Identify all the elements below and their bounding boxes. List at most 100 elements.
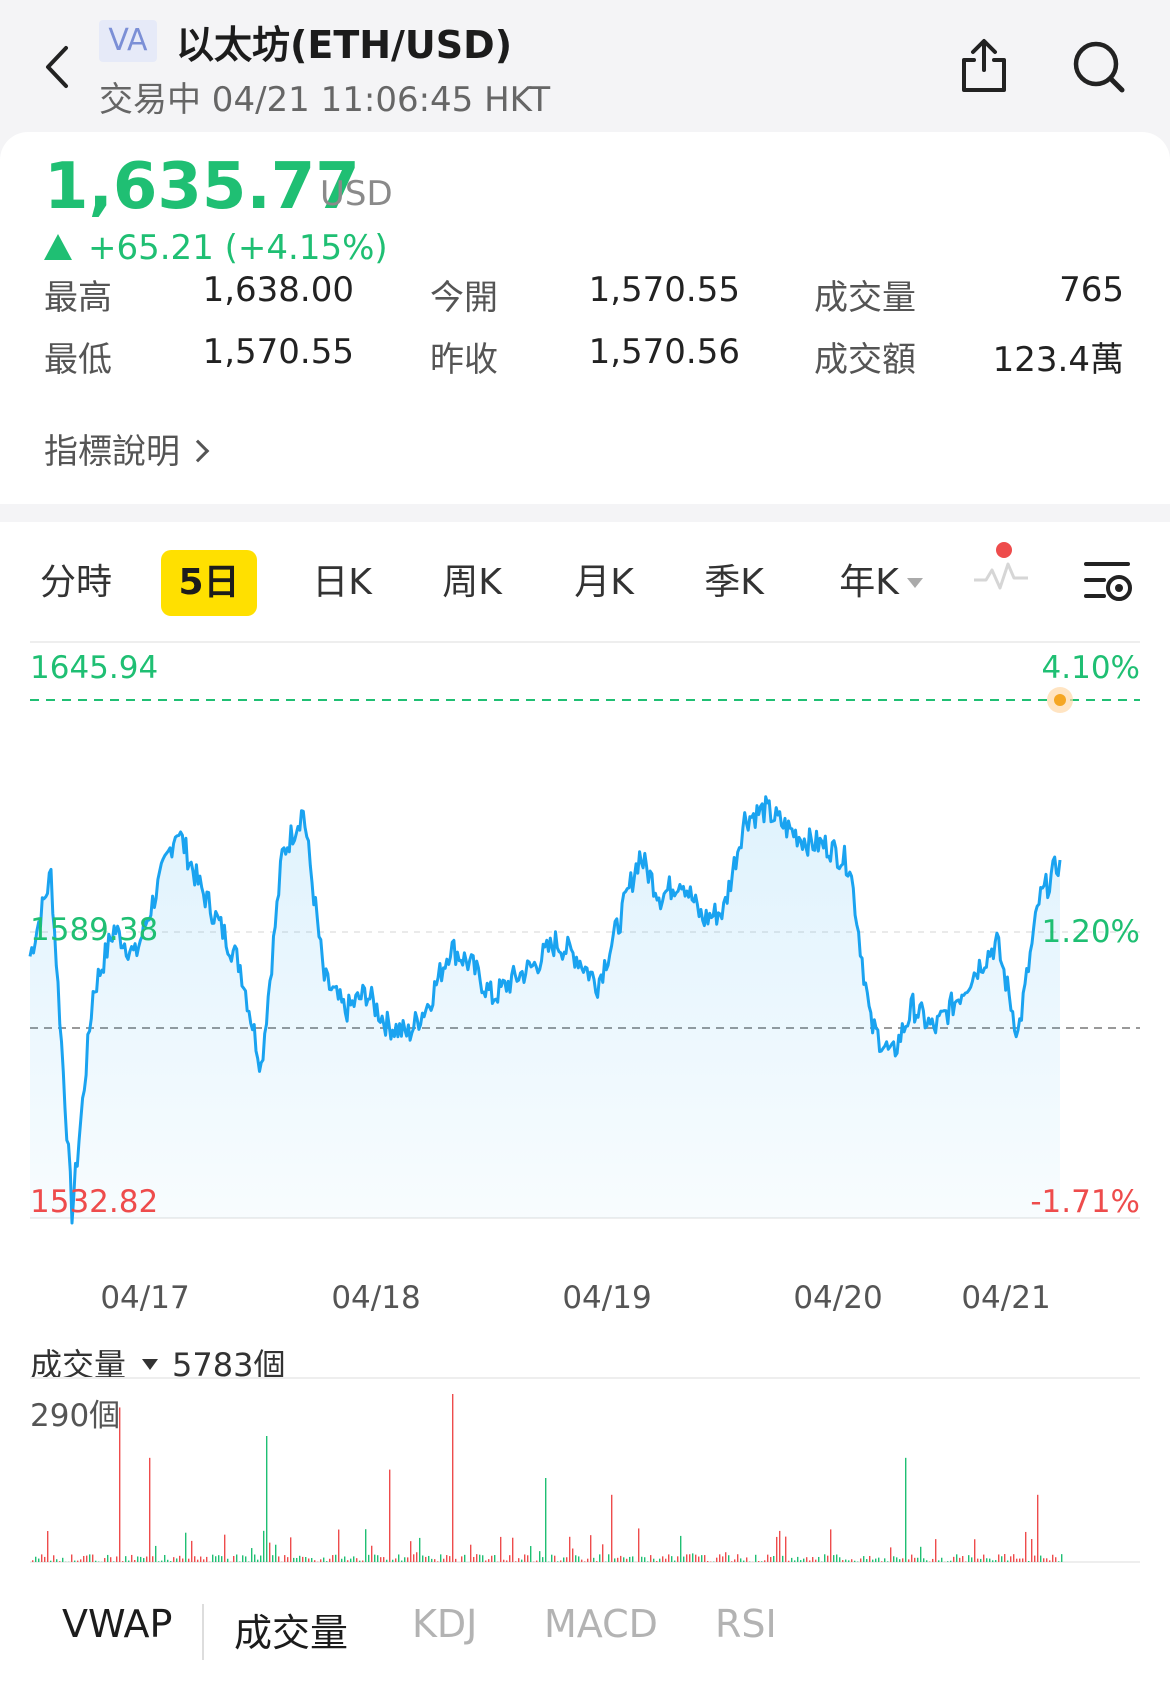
volume-bar [542, 1557, 544, 1562]
volume-bar [308, 1558, 310, 1562]
volume-bar [104, 1558, 106, 1562]
volume-bar [878, 1557, 880, 1562]
volume-bar [110, 1557, 112, 1562]
volume-bar [113, 1561, 115, 1562]
back-button[interactable] [40, 42, 80, 92]
volume-bar [677, 1556, 679, 1562]
volume-bar [539, 1551, 541, 1562]
volume-bar [581, 1559, 583, 1562]
volume-bar [833, 1555, 835, 1562]
volume-bar [809, 1560, 811, 1562]
volume-bar [551, 1554, 553, 1562]
stat-high-value: 1,638.00 [202, 270, 354, 310]
volume-bar [524, 1554, 526, 1562]
volume-bar [725, 1552, 727, 1562]
volume-bar [569, 1536, 571, 1562]
volume-bar [1037, 1494, 1039, 1562]
volume-bar [746, 1557, 748, 1562]
volume-bar [503, 1559, 505, 1562]
indicator-explanation-link[interactable]: 指標說明 [44, 424, 210, 473]
tab-weekly-k[interactable]: 周K [442, 562, 502, 603]
volume-bar [872, 1559, 874, 1562]
volume-bar [989, 1558, 991, 1562]
volume-bar [707, 1561, 709, 1562]
volume-bar [545, 1478, 547, 1562]
volume-bar [935, 1539, 937, 1562]
volume-bar [362, 1560, 364, 1562]
volume-bar [695, 1554, 697, 1562]
volume-bar [1049, 1560, 1051, 1562]
stat-low-label: 最低 [44, 340, 112, 380]
tab-macd[interactable]: MACD [544, 1602, 658, 1646]
volume-bar [983, 1554, 985, 1562]
pulse-icon [974, 542, 1028, 590]
volume-bar [854, 1560, 856, 1562]
asset-badge: VA [99, 20, 157, 62]
volume-bar [665, 1558, 667, 1562]
volume-bar [869, 1555, 871, 1562]
volume-bar [476, 1554, 478, 1562]
tab-quarterly-k[interactable]: 季K [704, 562, 764, 603]
tab-daily-k[interactable]: 日K [312, 562, 372, 603]
volume-bar [560, 1560, 562, 1562]
volume-bar [845, 1559, 847, 1562]
volume-bar [461, 1556, 463, 1562]
volume-bar [563, 1557, 565, 1562]
volume-bar [311, 1558, 313, 1562]
volume-bar [1034, 1555, 1036, 1562]
volume-bar [698, 1556, 700, 1562]
volume-bar [620, 1555, 622, 1562]
volume-bar [1016, 1558, 1018, 1562]
search-button[interactable] [1070, 38, 1128, 96]
tab-5-day[interactable]: 5日 [161, 550, 257, 616]
volume-bar [260, 1555, 262, 1562]
volume-bar [638, 1528, 640, 1562]
volume-bar [302, 1556, 304, 1562]
volume-bar [452, 1394, 454, 1562]
tab-vwap[interactable]: VWAP [62, 1602, 173, 1646]
tab-rsi[interactable]: RSI [715, 1602, 777, 1646]
volume-bar [500, 1536, 502, 1562]
volume-bar [32, 1560, 34, 1562]
volume-bar [755, 1554, 757, 1562]
x-axis-date-label: 04/19 [562, 1280, 652, 1316]
volume-bar [1058, 1561, 1060, 1562]
volume-bar [521, 1559, 523, 1562]
volume-bar [941, 1557, 943, 1562]
tab-volume[interactable]: 成交量 [234, 1611, 349, 1655]
volume-bar [380, 1557, 382, 1562]
price-chart[interactable]: 1645.94 1589.38 1532.82 4.10% 1.20% -1.7… [0, 640, 1170, 1320]
volume-bar [371, 1545, 373, 1562]
volume-bar [998, 1554, 1000, 1562]
volume-bar [356, 1558, 358, 1562]
volume-bar [1001, 1556, 1003, 1562]
tab-kdj[interactable]: KDJ [412, 1602, 478, 1646]
stat-prev-close-label: 昨收 [430, 340, 498, 380]
volume-bar [770, 1556, 772, 1562]
tab-intraday[interactable]: 分時 [39, 562, 112, 603]
volume-bar [572, 1548, 574, 1562]
share-button[interactable] [956, 36, 1012, 96]
volume-bar [791, 1557, 793, 1562]
volume-bar [44, 1556, 46, 1562]
volume-chart[interactable] [0, 1376, 1170, 1586]
volume-bar [722, 1556, 724, 1562]
volume-bar [266, 1436, 268, 1562]
chart-style-button[interactable] [972, 542, 1032, 602]
tab-monthly-k[interactable]: 月K [574, 562, 634, 603]
volume-bar [428, 1555, 430, 1562]
volume-bar [374, 1554, 376, 1562]
y-axis-mid-pct: 1.20% [1041, 914, 1140, 950]
stat-high-label: 最高 [44, 278, 112, 318]
volume-bar [584, 1561, 586, 1562]
tab-yearly-k[interactable]: 年K [826, 550, 936, 616]
volume-bar [296, 1557, 298, 1562]
volume-bar [530, 1546, 532, 1562]
volume-bar [596, 1561, 598, 1562]
volume-bar [446, 1555, 448, 1562]
volume-bar [305, 1557, 307, 1562]
chart-settings-button[interactable] [1080, 554, 1136, 610]
volume-bar [143, 1558, 145, 1562]
volume-bar [56, 1559, 58, 1562]
price-line [28, 795, 1062, 1225]
